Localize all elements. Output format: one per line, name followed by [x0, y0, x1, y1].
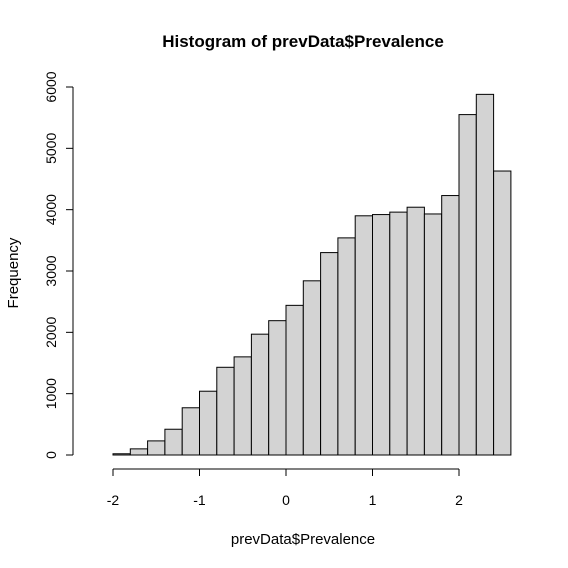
histogram-bar	[354, 215, 374, 456]
x-tick-label: 0	[282, 492, 290, 508]
y-tick-label: 6000	[43, 71, 59, 102]
histogram-bar	[233, 356, 252, 456]
histogram-bar	[268, 320, 287, 456]
histogram-bar	[441, 195, 460, 456]
histogram-bar	[181, 407, 200, 456]
histogram-bar	[302, 280, 322, 456]
histogram-bar	[406, 206, 425, 456]
x-tick-label: -2	[107, 492, 120, 508]
histogram-bar	[389, 211, 408, 456]
histogram-bar	[458, 114, 477, 456]
histogram-bar	[164, 428, 183, 456]
histogram-bar	[423, 213, 443, 456]
histogram-bar	[147, 440, 166, 456]
y-tick-label: 0	[43, 451, 59, 459]
histogram-bar	[216, 366, 235, 456]
histogram-bar	[199, 390, 218, 456]
y-tick-label: 2000	[43, 317, 59, 348]
y-tick-label: 1000	[43, 378, 59, 409]
histogram-bar	[372, 214, 391, 456]
histogram-bar	[337, 237, 356, 456]
histogram-bar	[493, 170, 512, 456]
x-tick-label: -1	[193, 492, 206, 508]
x-tick-label: 1	[369, 492, 377, 508]
y-tick-label: 5000	[43, 133, 59, 164]
y-tick-label: 3000	[43, 255, 59, 286]
y-axis: 0 1000 2000 3000 4000 5000 6000	[43, 71, 74, 459]
x-axis: -2 -1 0 1 2	[107, 468, 463, 508]
histogram-bar	[112, 453, 131, 456]
histogram-bar	[320, 252, 339, 456]
y-axis-label: Frequency	[5, 237, 22, 308]
bars-group	[112, 93, 512, 456]
histogram-bar	[250, 333, 270, 456]
x-tick-label: 2	[455, 492, 463, 508]
histogram-bar	[475, 93, 495, 456]
chart-title: Histogram of prevData$Prevalence	[162, 32, 444, 51]
y-tick-label: 4000	[43, 194, 59, 225]
histogram-bar	[129, 448, 149, 456]
histogram-bar	[285, 304, 304, 456]
x-axis-label: prevData$Prevalence	[231, 531, 375, 548]
